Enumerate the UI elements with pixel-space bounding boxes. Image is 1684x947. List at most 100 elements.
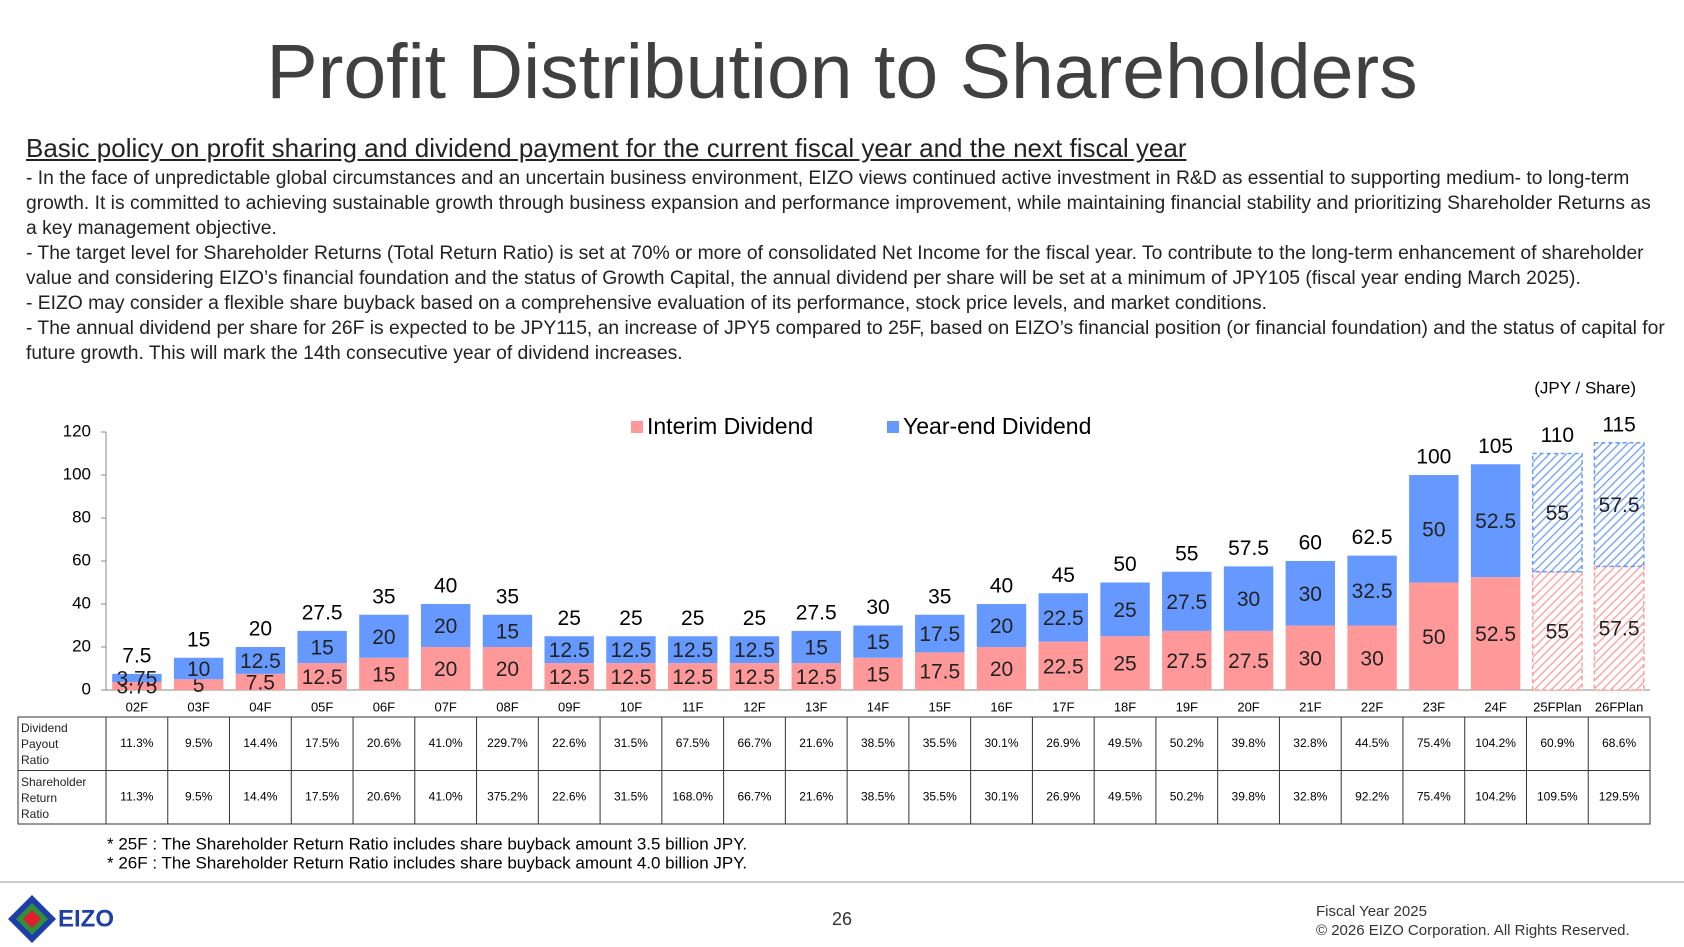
total-label: 50 — [1113, 553, 1136, 576]
policy-paragraph: - In the face of unpredictable global ci… — [26, 168, 1651, 239]
segment-label: 20 — [990, 615, 1013, 638]
table-cell: 66.7% — [737, 736, 771, 750]
bar-segment — [1593, 442, 1645, 568]
table-cell: 14.4% — [243, 789, 277, 803]
table-cell: 20.6% — [367, 789, 401, 803]
table-cell: 21.6% — [799, 736, 833, 750]
x-tick-label: 18F — [1114, 699, 1136, 714]
x-tick-label: 06F — [373, 699, 395, 714]
x-tick-label: 17F — [1052, 699, 1074, 714]
table-cell: 50.2% — [1170, 789, 1204, 803]
segment-label: 27.5 — [1228, 650, 1269, 673]
total-label: 27.5 — [302, 601, 343, 624]
legend-swatch — [887, 421, 899, 433]
total-label: 25 — [681, 607, 704, 630]
legend-swatch — [631, 421, 643, 433]
table-cell: 32.8% — [1293, 736, 1327, 750]
table-row-label: Dividend Payout Ratio — [21, 721, 68, 767]
total-label: 25 — [558, 607, 581, 630]
policy-heading: Basic policy on profit sharing and divid… — [26, 133, 1187, 163]
bar-segment — [668, 636, 718, 664]
segment-label: 12.5 — [240, 650, 281, 673]
fiscal-year: Fiscal Year 2025 — [1316, 903, 1427, 920]
table-cell: 21.6% — [799, 789, 833, 803]
bar-segment — [1409, 582, 1459, 690]
table-cell: 26.9% — [1046, 736, 1080, 750]
x-tick-label: 07F — [434, 699, 456, 714]
segment-label: 52.5 — [1475, 623, 1516, 646]
bar-segment — [482, 647, 533, 690]
segment-label: 32.5 — [1352, 580, 1393, 603]
policy-paragraph: - EIZO may consider a flexible share buy… — [26, 293, 1268, 314]
x-tick-label: 10F — [620, 699, 642, 714]
segment-label: 17.5 — [919, 623, 960, 646]
segment-label: 25 — [1113, 599, 1136, 622]
total-label: 35 — [496, 585, 519, 608]
segment-label: 12.5 — [734, 639, 775, 662]
x-tick-label: 24F — [1484, 699, 1506, 714]
segment-label: 3.75 — [116, 667, 157, 690]
x-tick-label: 09F — [558, 699, 580, 714]
segment-label: 20 — [496, 658, 519, 681]
bar-segment — [112, 681, 162, 690]
table-cell: 9.5% — [185, 789, 213, 803]
total-label: 40 — [990, 575, 1013, 598]
table-cell: 109.5% — [1537, 789, 1578, 803]
segment-label: 22.5 — [1043, 655, 1084, 678]
table-cell: 44.5% — [1355, 736, 1389, 750]
segment-label: 12.5 — [549, 639, 590, 662]
bar-segment — [173, 657, 224, 680]
policy-text: - In the face of unpredictable global ci… — [26, 166, 1666, 366]
segment-label: 20 — [372, 626, 395, 649]
bar-segment — [729, 663, 780, 690]
table-cell: 32.8% — [1293, 789, 1327, 803]
table-cell: 17.5% — [305, 789, 339, 803]
bar-segment — [915, 614, 965, 653]
bar-segment — [173, 679, 224, 690]
bar-segment — [544, 663, 594, 690]
x-tick-label: 26FPlan — [1595, 699, 1643, 714]
bar-segment — [1470, 577, 1521, 690]
total-label: 45 — [1052, 564, 1075, 587]
bar-segment — [1285, 561, 1336, 626]
segment-label: 50 — [1422, 626, 1445, 649]
x-tick-label: 15F — [929, 699, 951, 714]
table-cell: 375.2% — [487, 789, 528, 803]
segment-label: 12.5 — [611, 639, 652, 662]
table-cell: 39.8% — [1232, 789, 1266, 803]
bar-segment — [791, 630, 841, 664]
x-tick-label: 08F — [496, 699, 518, 714]
table-cell: 39.8% — [1232, 736, 1266, 750]
table-cell: 60.9% — [1540, 736, 1574, 750]
y-tick-label: 120 — [63, 421, 91, 440]
segment-label: 30 — [1299, 583, 1322, 606]
table-cell: 31.5% — [614, 736, 648, 750]
y-tick-label: 0 — [82, 679, 91, 698]
table-cell: 229.7% — [487, 736, 528, 750]
x-tick-label: 14F — [867, 699, 889, 714]
segment-label: 10 — [187, 658, 210, 681]
segment-label: 15 — [372, 663, 395, 686]
total-label: 35 — [928, 585, 951, 608]
table-cell: 22.6% — [552, 736, 586, 750]
segment-label: 15 — [496, 620, 519, 643]
x-tick-label: 02F — [126, 699, 148, 714]
bar-segment — [482, 614, 533, 647]
bar-segment — [1347, 555, 1397, 626]
table-cell: 30.1% — [985, 789, 1019, 803]
total-label: 55 — [1175, 542, 1198, 565]
table-cell: 11.3% — [120, 789, 153, 803]
bar-segment — [1531, 452, 1583, 573]
bar-segment — [1162, 571, 1212, 631]
slide-title: Profit Distribution to Shareholders — [266, 29, 1418, 115]
segment-label: 27.5 — [1166, 591, 1207, 614]
total-label: 25 — [619, 607, 642, 630]
x-tick-label: 12F — [743, 699, 765, 714]
y-tick-label: 80 — [72, 507, 91, 526]
bar-segment — [729, 636, 780, 664]
x-tick-label: 23F — [1423, 699, 1445, 714]
bar-segment — [1409, 475, 1459, 583]
segment-label: 15 — [805, 637, 828, 660]
total-label: 110 — [1541, 424, 1574, 447]
segment-label: 17.5 — [919, 661, 960, 684]
